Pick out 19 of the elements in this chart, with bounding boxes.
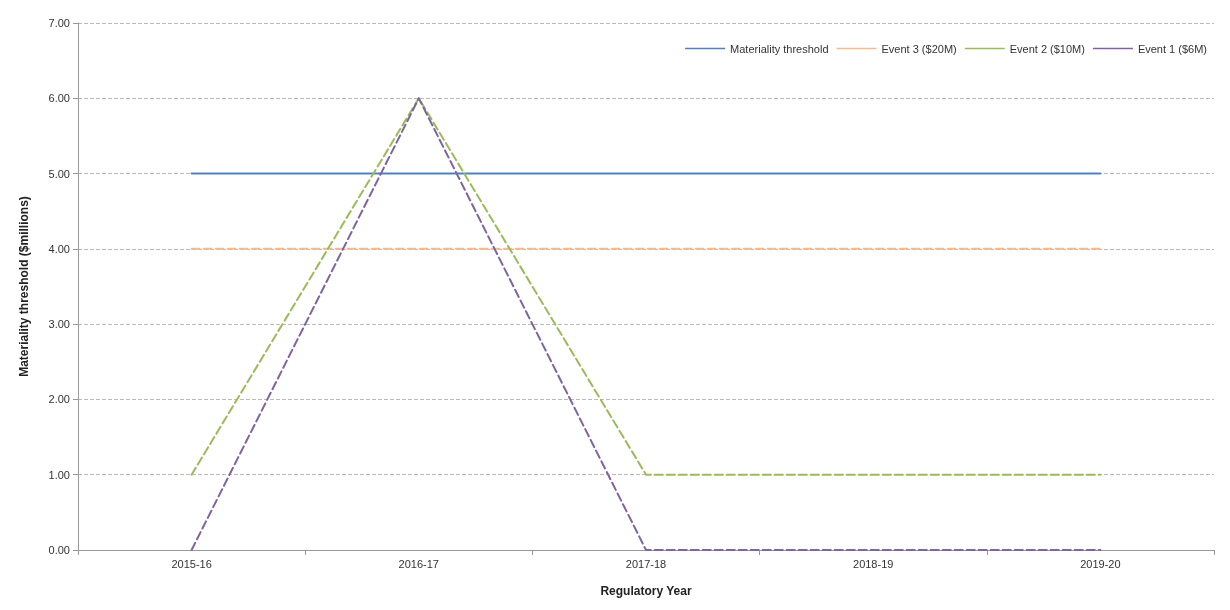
x-tick-label: 2016-17: [398, 557, 439, 570]
legend-label: Materiality threshold: [730, 42, 829, 55]
y-tick-label: 6.00: [48, 92, 70, 105]
x-tick-label: 2015-16: [171, 557, 212, 570]
y-tick-label: 4.00: [48, 242, 70, 255]
y-tick-label: 2.00: [48, 393, 70, 406]
y-axis-title: Materiality threshold ($millions): [17, 196, 31, 377]
y-tick-label: 3.00: [48, 318, 70, 331]
x-tick-label: 2017-18: [625, 557, 667, 570]
y-tick-label: 1.00: [48, 468, 70, 481]
x-axis-title: Regulatory Year: [600, 584, 692, 598]
x-tick-label: 2018-19: [853, 557, 894, 570]
y-tick-label: 0.00: [48, 544, 70, 556]
legend-label: Event 2 ($10M): [1009, 42, 1085, 55]
x-tick-label: 2019-20: [1080, 557, 1121, 570]
legend-label: Event 1 ($6M): [1137, 42, 1208, 55]
y-tick-label: 7.00: [48, 17, 70, 29]
legend-label: Event 3 ($20M): [881, 42, 957, 55]
y-tick-label: 5.00: [48, 167, 70, 180]
